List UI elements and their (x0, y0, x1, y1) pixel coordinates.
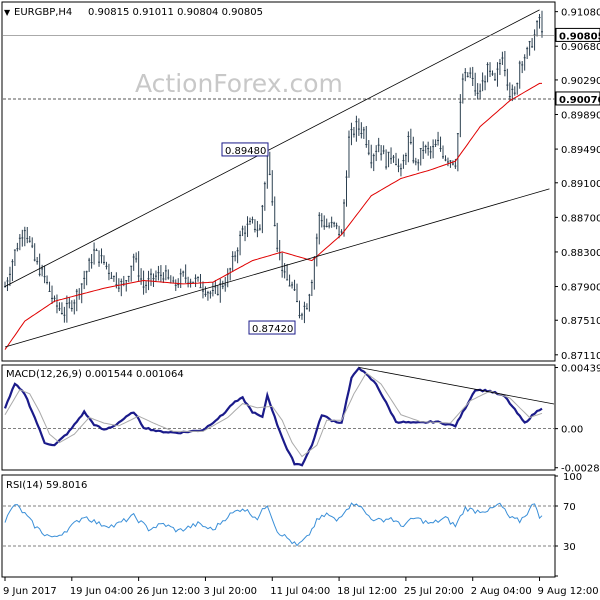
collapse-triangle-icon[interactable]: ▼ (4, 8, 11, 17)
ohlc-label: 0.90815 0.91011 0.90804 0.90805 (88, 7, 263, 18)
time-tick-label: 19 Jun 04:00 (70, 586, 134, 597)
rsi-tick-label: 30 (563, 542, 576, 553)
rsi-pane-frame (1, 474, 556, 578)
channel-lower-line (4, 188, 550, 348)
last-price-label-box (555, 27, 600, 42)
price-tick-label: 0.90680 (561, 42, 600, 53)
signal-line (4, 372, 543, 458)
macd-tick-label: 0.00439 (561, 364, 600, 375)
swing-high-annotation: 0.89480 (225, 146, 266, 157)
macd-line (3, 366, 543, 467)
time-tick-label: 2 Aug 04:00 (471, 586, 532, 597)
time-tick-label: 11 Jul 04:00 (270, 586, 330, 597)
price-tick-label: 0.90290 (561, 76, 600, 87)
time-tick-label: 25 Jul 20:00 (404, 586, 464, 597)
price-tick-label: 0.89890 (561, 111, 600, 122)
rsi-line (4, 502, 543, 547)
swing-low-annotation-box (248, 320, 296, 335)
watermark: ActionForex.com (135, 69, 343, 98)
rsi-layer (3, 502, 555, 547)
price-pane-frame (1, 1, 556, 362)
channel-upper-line (4, 9, 540, 287)
symbol-label: EURGBP,H4 (14, 7, 72, 18)
price-tick-label: 0.87110 (561, 351, 600, 362)
time-tick-label: 26 Jun 12:00 (137, 586, 201, 597)
price-tick-label: 0.88700 (561, 213, 600, 224)
price-tick-label: 0.89490 (561, 145, 600, 156)
last-price-label: 0.90805 (559, 31, 600, 42)
level-price-label-box (555, 91, 600, 106)
macd-trendline (358, 366, 555, 405)
macd-pane-frame (1, 364, 556, 471)
time-tick-label: 3 Jul 20:00 (203, 586, 257, 597)
macd-layer (3, 366, 555, 467)
time-tick-label: 18 Jul 12:00 (337, 586, 397, 597)
rsi-tick-label: 100 (563, 472, 582, 483)
macd-title: MACD(12,26,9) 0.001544 0.001064 (6, 369, 184, 380)
price-tick-label: 0.89100 (561, 179, 600, 190)
swing-high-annotation-box (221, 142, 269, 157)
price-tick-label: 0.88300 (561, 248, 600, 259)
time-tick-label: 9 Jun 2017 (3, 586, 57, 597)
price-tick-label: 0.87510 (561, 316, 600, 327)
price-tick-label: 0.91080 (561, 8, 600, 19)
macd-tick-label: 0.00 (561, 425, 583, 436)
macd-tick-label: -0.002809 (561, 464, 600, 475)
time-tick-label: 9 Aug 12:00 (538, 586, 599, 597)
price-tick-label: 0.87900 (561, 283, 600, 294)
price-layer: 0.89480 0.87420 (3, 9, 555, 350)
swing-low-annotation: 0.87420 (252, 324, 293, 335)
rsi-title: RSI(14) 59.8016 (6, 480, 87, 491)
level-price-label: 0.90070 (559, 95, 600, 106)
moving-average-line (4, 82, 542, 350)
rsi-tick-label: 70 (563, 502, 576, 513)
axis-layer: 0.91080 0.90680 0.90290 0.89890 0.89490 0.891… (3, 8, 600, 597)
